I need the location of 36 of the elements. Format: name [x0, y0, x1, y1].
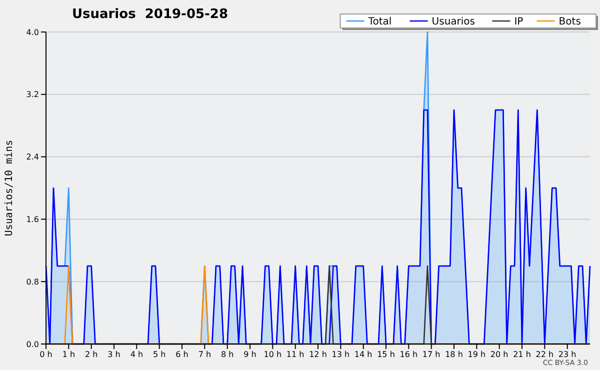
x-tick-label: 13 h: [332, 350, 350, 359]
x-tick-label: 5 h: [152, 350, 166, 359]
x-tick-label: 11 h: [286, 350, 304, 359]
x-tick-label: 6 h: [176, 350, 188, 359]
x-tick-label: 14 h: [354, 350, 372, 359]
x-tick-label: 21 h: [513, 350, 531, 359]
legend-label: IP: [514, 16, 524, 28]
legend-label: Bots: [558, 16, 581, 28]
x-tick-label: 23 h: [558, 350, 576, 359]
x-tick-label: 16 h: [400, 350, 418, 359]
x-tick-label: 8 h: [220, 350, 234, 359]
y-tick-label: 3.2: [26, 90, 39, 100]
x-tick-label: 17 h: [422, 350, 440, 359]
x-tick-label: 4 h: [130, 350, 144, 359]
chart-title: Usuarios 2019-05-28: [72, 7, 228, 22]
y-tick-label: 2.4: [26, 152, 39, 162]
x-tick-label: 9 h: [244, 350, 256, 359]
legend-label: Usuarios: [432, 16, 476, 28]
x-tick-label: 20 h: [490, 350, 508, 359]
x-tick-label: 1 h: [62, 350, 76, 359]
x-tick-label: 19 h: [468, 350, 486, 359]
x-tick-label: 0 h: [40, 350, 52, 359]
x-tick-label: 15 h: [377, 350, 395, 359]
x-tick-label: 2 h: [84, 350, 98, 359]
x-tick-label: 10 h: [264, 350, 282, 359]
x-tick-label: 18 h: [445, 350, 463, 359]
y-tick-label: 0.8: [26, 277, 39, 286]
x-tick-label: 22 h: [536, 350, 554, 359]
y-tick-label: 1.6: [26, 215, 39, 224]
legend-label: Total: [367, 16, 392, 28]
y-tick-label: 4.0: [26, 28, 39, 37]
x-tick-label: 3 h: [108, 350, 120, 359]
x-tick-label: 12 h: [309, 350, 327, 359]
y-tick-label: 0.0: [26, 340, 39, 349]
y-axis-title: Usuarios/10 mins: [4, 140, 15, 236]
x-tick-label: 7 h: [198, 350, 212, 359]
